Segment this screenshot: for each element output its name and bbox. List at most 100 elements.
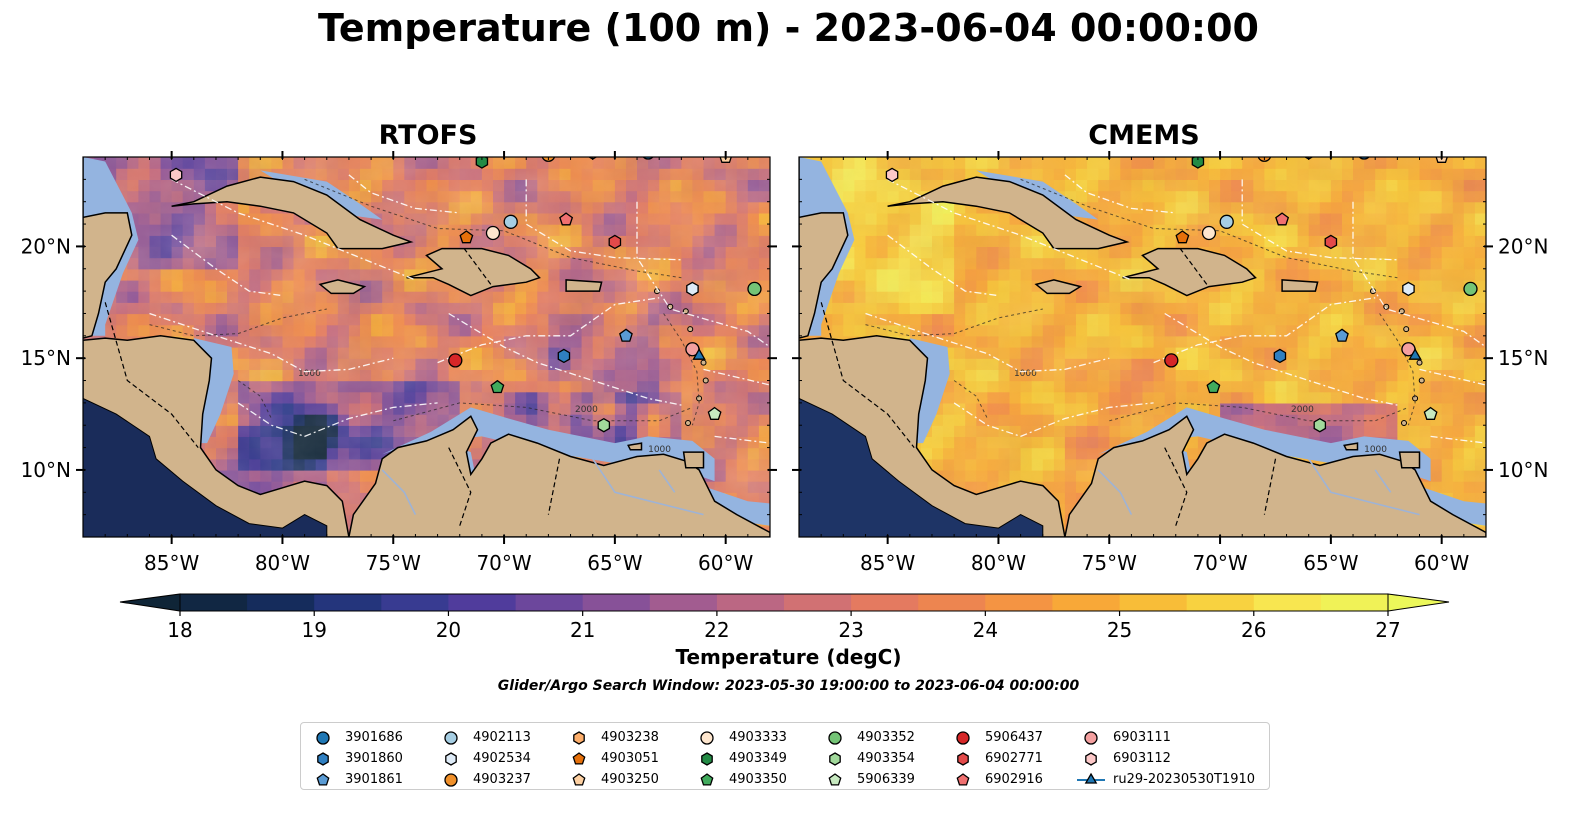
legend-marker [1084,772,1098,784]
float-marker-4903350 [1206,379,1221,394]
legend-marker [956,731,970,745]
float-marker-4903349 [1191,157,1205,169]
legend-marker [317,752,329,766]
eez-boundary [1352,201,1486,348]
pentagon-icon [828,773,842,786]
colorbar-tick-label: 24 [973,618,998,642]
colorbar-step [918,594,986,611]
colorbar-step [582,594,651,611]
colorbar-label: Temperature (degC) [675,645,902,669]
x-tick-label: 70°W [1192,551,1247,575]
bathymetry-contour [953,380,988,419]
river [658,469,676,493]
legend-column: 4903238 4903051 4903250 [565,727,659,790]
x-tick-label: 75°W [1082,551,1137,575]
eez-boundary [171,178,416,281]
x-tick-label: 80°W [971,551,1026,575]
river [381,469,417,515]
map-frame [82,156,771,538]
legend-marker [316,773,330,786]
legend-marker [828,731,842,745]
bathymetry-contour [865,308,1043,337]
eez-boundary [448,312,682,406]
legend-item: 4902113 [437,727,531,748]
float-marker-4903350 [490,379,505,394]
eez-boundary [1241,179,1398,261]
float-marker-3901860 [1273,348,1287,364]
float-marker-5906437 [1164,353,1179,368]
eez-boundary [237,402,438,438]
colorbar-step [1253,594,1322,611]
legend-label: 4903354 [857,751,915,766]
legend-item: 5906339 [821,769,915,790]
legend-marker [572,773,586,786]
search-window-note: Glider/Argo Search Window: 2023-05-30 19… [497,678,1080,694]
legend-item: 6902771 [949,748,1043,769]
legend-label: 4902534 [473,751,531,766]
small-island [700,359,707,366]
colorbar-step [1119,594,1188,611]
colorbar-tick-label: 25 [1107,618,1132,642]
bathymetry-contour [1109,402,1409,422]
legend-marker [957,752,969,766]
y-tick-label: 20°N [21,234,71,258]
legend-item: 4903333 [693,727,787,748]
hexagon-icon [573,731,585,745]
legend-column: 6903111 6903112 ru29-20230530T1910 [1077,727,1255,790]
legend-label: 4903237 [473,772,531,787]
island [1281,279,1319,292]
x-tick-label: 85°W [144,551,199,575]
eez-boundary [887,178,1132,281]
legend-marker [573,731,585,745]
float-marker-6902771 [608,234,622,250]
legend-marker [444,773,458,787]
legend-label: 4903250 [601,772,659,787]
x-tick-label: 70°W [476,551,531,575]
colorbar-frame [179,593,1389,612]
legend: 3901686 3901860 3901861 4902113 4902534 49032… [300,722,1270,790]
hexagon-icon [829,752,841,766]
pentagon-icon [572,752,586,765]
border-line [547,458,561,515]
float-marker-4902534 [1402,281,1415,297]
eez-boundary [703,368,770,386]
island [565,279,603,292]
float-marker-4903354 [1313,417,1327,433]
y-tick-label: 20°N [1498,234,1548,258]
y-tick-label: 10°N [21,458,71,482]
legend-label: 3901861 [345,772,403,787]
y-tick-label: 15°N [21,346,71,370]
colorbar-step [985,594,1053,611]
legend-marker [444,731,458,745]
x-tick-label: 80°W [255,551,310,575]
x-tick-label: 75°W [366,551,421,575]
bathymetry-contour [149,308,327,337]
legend-marker [572,752,586,765]
colorbar-step [1320,594,1389,611]
bathymetry-contour [663,313,700,426]
legend-item: 4903250 [565,769,659,790]
colorbar-step [716,594,785,611]
colorbar-tick-label: 21 [570,618,595,642]
legend-marker [700,773,714,786]
legend-item: 4903350 [693,769,787,790]
float-marker-4902113 [503,214,518,229]
colorbar-step [381,594,449,611]
colorbar-step [314,594,382,611]
legend-item: 3901860 [309,748,403,769]
legend-label: 3901686 [345,730,403,745]
eez-boundary [636,201,770,348]
legend-item: 4902534 [437,748,531,769]
legend-item: 6902916 [949,769,1043,790]
circle-icon [444,773,458,787]
colorbar-tick-label: 18 [167,618,192,642]
figure-title: Temperature (100 m) - 2023-06-04 00:00:0… [317,6,1259,50]
float-marker-4903333 [1201,225,1217,241]
legend-label: 4903333 [729,730,787,745]
island [318,279,367,295]
legend-item: 4903051 [565,748,659,769]
contour-label: 1000 [298,369,321,379]
legend-column: 4903352 4903354 5906339 [821,727,915,790]
